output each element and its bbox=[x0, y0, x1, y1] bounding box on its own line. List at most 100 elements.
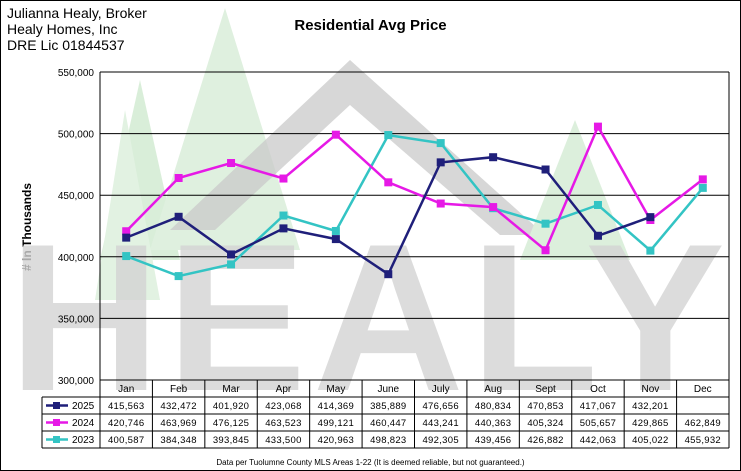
x-category-label: Sept bbox=[535, 384, 556, 395]
x-category-label: Nov bbox=[641, 384, 659, 395]
data-label-2025: 432,201 bbox=[632, 401, 668, 412]
data-point-2025 bbox=[593, 231, 602, 240]
data-point-2025 bbox=[122, 233, 131, 242]
data-label-2023: 420,963 bbox=[318, 435, 354, 446]
series-line-2023 bbox=[125, 133, 704, 278]
company-name: Healy Homes, Inc bbox=[7, 21, 118, 37]
data-label-2025: 470,853 bbox=[527, 401, 563, 412]
data-label-2025: 385,889 bbox=[370, 401, 406, 412]
data-label-2023: 405,022 bbox=[632, 435, 668, 446]
footnote: Data per Tuolumne County MLS Areas 1-22 … bbox=[216, 458, 525, 467]
data-point-2025 bbox=[646, 213, 655, 222]
data-label-2025: 476,656 bbox=[422, 401, 458, 412]
data-label-2023: 384,348 bbox=[160, 435, 196, 446]
data-label-2024: 443,241 bbox=[422, 418, 458, 429]
data-label-2024: 505,657 bbox=[580, 418, 616, 429]
data-label-2024: 420,746 bbox=[108, 418, 144, 429]
legend-marker-2024 bbox=[53, 419, 60, 426]
data-label-2024: 462,849 bbox=[685, 418, 721, 429]
data-point-2024 bbox=[541, 246, 550, 255]
data-label-2023: 400,587 bbox=[108, 435, 144, 446]
data-point-2024 bbox=[331, 130, 340, 139]
data-point-2025 bbox=[384, 270, 393, 279]
legend-marker-2025 bbox=[53, 402, 60, 409]
data-point-2024 bbox=[122, 227, 131, 236]
data-label-2023: 442,063 bbox=[580, 435, 616, 446]
license-number: DRE Lic 01844537 bbox=[7, 37, 125, 53]
data-table: Jan Feb Mar Apr May June July Aug Sept Oct Nov Dec 2… bbox=[41, 379, 730, 449]
data-point-2025 bbox=[227, 250, 236, 259]
data-label-2024: 499,121 bbox=[318, 418, 354, 429]
data-label-2024: 429,865 bbox=[632, 418, 668, 429]
data-label-2023: 498,823 bbox=[370, 435, 406, 446]
data-label-2023: 393,845 bbox=[213, 435, 249, 446]
data-point-2023 bbox=[227, 260, 236, 269]
x-category-label: Dec bbox=[694, 384, 712, 395]
data-point-2023 bbox=[122, 252, 131, 261]
data-label-2023: 426,882 bbox=[527, 435, 563, 446]
data-label-2023: 492,305 bbox=[422, 435, 458, 446]
data-point-2024 bbox=[279, 174, 288, 183]
chart-title: Residential Avg Price bbox=[0, 17, 741, 34]
x-category-label: Aug bbox=[484, 384, 502, 395]
data-label-2023: 455,932 bbox=[685, 435, 721, 446]
watermark-tree bbox=[95, 110, 160, 300]
y-tick-label: 350,000 bbox=[58, 314, 95, 325]
data-point-2023 bbox=[279, 211, 288, 220]
data-point-2023 bbox=[541, 219, 550, 228]
x-category-label: July bbox=[432, 384, 450, 395]
data-point-2023 bbox=[646, 246, 655, 255]
y-tick-label: 500,000 bbox=[58, 130, 95, 141]
legend-label-2025: 2025 bbox=[72, 401, 95, 412]
data-point-2024 bbox=[593, 122, 602, 131]
data-label-2024: 463,969 bbox=[160, 418, 196, 429]
broker-name: Julianna Healy, Broker bbox=[7, 5, 147, 21]
watermark-tree bbox=[150, 8, 300, 250]
data-point-2023 bbox=[436, 139, 445, 148]
data-point-2025 bbox=[489, 153, 498, 162]
watermark-roof bbox=[170, 60, 545, 235]
data-point-2025 bbox=[436, 158, 445, 167]
x-category-label: Mar bbox=[222, 384, 240, 395]
data-label-2025: 423,068 bbox=[265, 401, 301, 412]
broker-header: Julianna Healy, Broker Healy Homes, Inc … bbox=[7, 5, 147, 53]
data-label-2024: 460,447 bbox=[370, 418, 406, 429]
legend-marker-2023 bbox=[53, 436, 60, 443]
data-label-2023: 439,456 bbox=[475, 435, 511, 446]
x-category-label: June bbox=[377, 384, 399, 395]
data-point-2025 bbox=[279, 224, 288, 233]
data-point-2024 bbox=[174, 173, 183, 182]
data-point-2024 bbox=[489, 203, 498, 212]
y-tick-label: 550,000 bbox=[58, 68, 95, 79]
data-point-2024 bbox=[227, 159, 236, 168]
x-category-label: Apr bbox=[276, 384, 292, 395]
data-label-2025: 401,920 bbox=[213, 401, 249, 412]
x-category-label: Oct bbox=[590, 384, 606, 395]
legend-label-2024: 2024 bbox=[72, 418, 95, 429]
x-category-label: May bbox=[326, 384, 345, 395]
watermark-logo: HEALY bbox=[9, 8, 731, 435]
series-line-2024 bbox=[125, 123, 704, 253]
data-point-2023 bbox=[384, 131, 393, 140]
data-point-2025 bbox=[174, 212, 183, 221]
data-label-2024: 476,125 bbox=[213, 418, 249, 429]
data-point-2023 bbox=[593, 200, 602, 209]
data-point-2024 bbox=[436, 199, 445, 208]
data-label-2025: 480,834 bbox=[475, 401, 511, 412]
y-tick-label: 300,000 bbox=[58, 376, 95, 387]
watermark-text: HEALY bbox=[9, 200, 731, 435]
chart-title-text: Residential Avg Price bbox=[294, 17, 447, 34]
data-label-2023: 433,500 bbox=[265, 435, 301, 446]
data-point-2024 bbox=[698, 175, 707, 184]
data-point-2023 bbox=[331, 226, 340, 235]
x-category-label: Jan bbox=[118, 384, 134, 395]
data-point-2025 bbox=[331, 235, 340, 244]
data-label-2025: 415,563 bbox=[108, 401, 144, 412]
plot-area: 300,000 350,000 400,000 450,000 500,000 550,0… bbox=[58, 68, 730, 387]
data-label-2025: 432,472 bbox=[160, 401, 196, 412]
data-label-2024: 463,523 bbox=[265, 418, 301, 429]
legend-label-2023: 2023 bbox=[72, 435, 95, 446]
data-point-2025 bbox=[541, 165, 550, 174]
data-point-2024 bbox=[384, 178, 393, 187]
